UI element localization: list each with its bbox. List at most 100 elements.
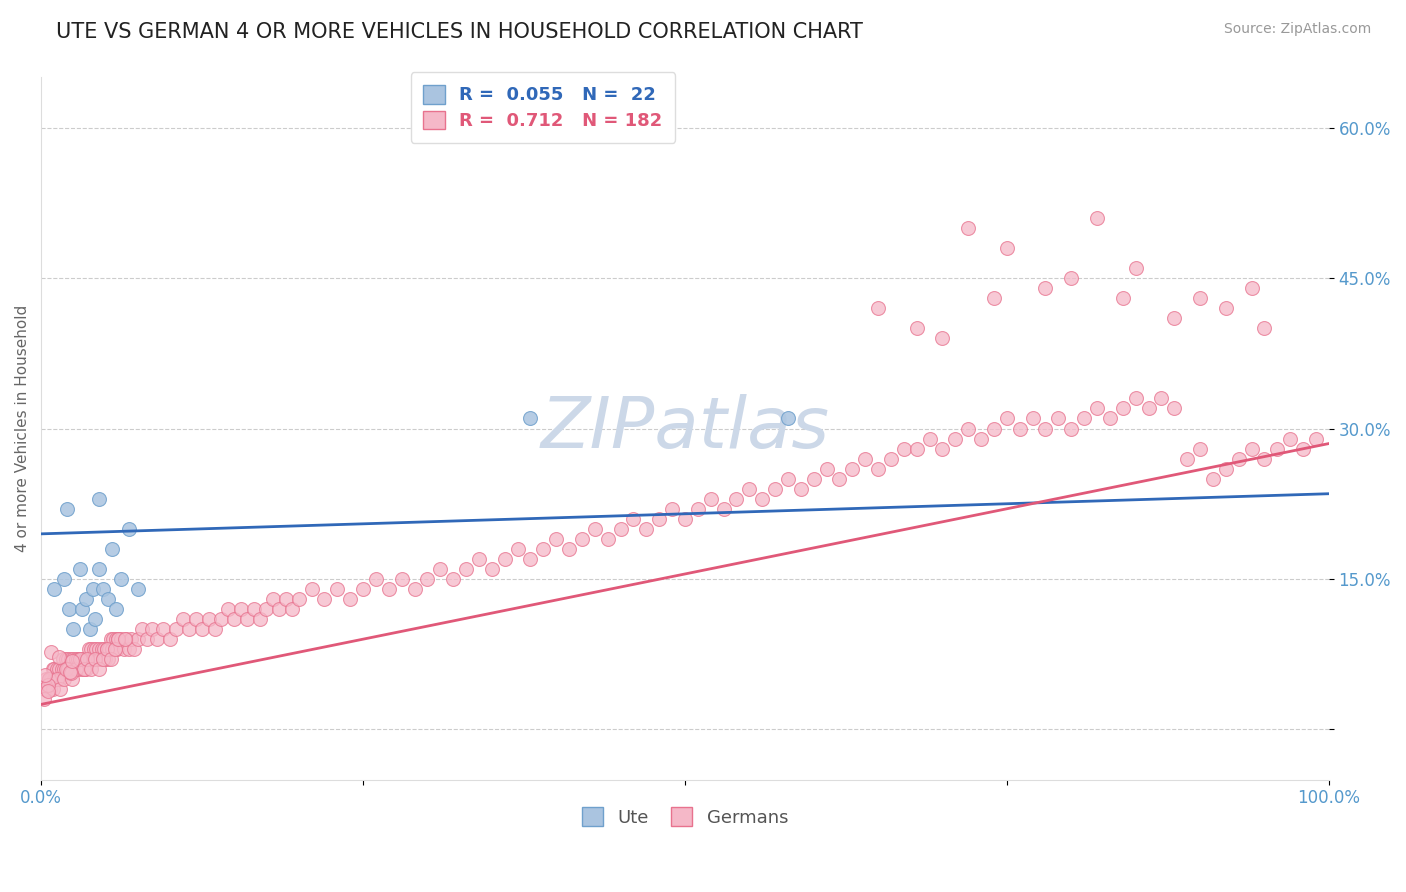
Point [87, 562, 110, 576]
Point [713, 501, 735, 516]
Point [75, 662, 97, 676]
Point [72, 652, 94, 666]
Point [1215, 461, 1237, 475]
Point [1137, 401, 1160, 416]
Point [67, 652, 90, 666]
Point [905, 442, 928, 456]
Point [75, 592, 97, 607]
Point [983, 291, 1005, 305]
Point [103, 642, 125, 657]
Point [82, 582, 104, 596]
Point [1202, 472, 1225, 486]
Point [256, 602, 278, 616]
Point [87, 662, 110, 676]
Point [165, 622, 187, 636]
Point [56, 501, 79, 516]
Point [404, 582, 426, 596]
Point [38, 673, 60, 687]
Point [89, 652, 111, 666]
Point [97, 652, 120, 666]
Point [1008, 421, 1031, 435]
Point [1035, 281, 1057, 295]
Point [90, 642, 112, 657]
Point [101, 541, 124, 556]
Point [1240, 281, 1263, 295]
Point [96, 642, 118, 657]
Point [70, 662, 93, 676]
Point [1215, 301, 1237, 315]
Point [66, 662, 89, 676]
Point [63, 662, 86, 676]
Point [84, 612, 107, 626]
Point [416, 572, 439, 586]
Point [931, 442, 953, 456]
Point [94, 652, 117, 666]
Point [69, 562, 91, 576]
Point [1292, 442, 1315, 456]
Point [983, 421, 1005, 435]
Point [236, 612, 259, 626]
Point [776, 411, 799, 425]
Point [115, 632, 138, 647]
Point [738, 482, 761, 496]
Point [38, 673, 60, 687]
Point [1125, 392, 1147, 406]
Point [101, 642, 124, 657]
Point [114, 632, 136, 647]
Point [636, 522, 658, 536]
Point [91, 652, 114, 666]
Point [1060, 421, 1083, 435]
Point [546, 532, 568, 546]
Point [48, 662, 70, 676]
Point [1150, 392, 1173, 406]
Point [828, 472, 851, 486]
Point [49, 673, 72, 687]
Point [37, 678, 59, 692]
Point [1085, 401, 1108, 416]
Point [45, 673, 67, 687]
Point [481, 562, 503, 576]
Point [59, 666, 82, 681]
Point [571, 532, 593, 546]
Point [87, 652, 110, 666]
Point [42, 582, 65, 596]
Point [59, 652, 82, 666]
Point [1305, 432, 1327, 446]
Point [880, 451, 903, 466]
Point [41, 662, 63, 676]
Point [56, 662, 79, 676]
Point [118, 522, 141, 536]
Point [1163, 401, 1185, 416]
Point [76, 652, 98, 666]
Point [378, 582, 401, 596]
Point [943, 432, 966, 446]
Point [41, 645, 63, 659]
Point [364, 572, 387, 586]
Point [96, 642, 118, 657]
Point [37, 682, 59, 697]
Point [127, 632, 149, 647]
Point [58, 662, 80, 676]
Point [69, 652, 91, 666]
Point [72, 662, 94, 676]
Point [609, 522, 631, 536]
Point [60, 673, 83, 687]
Point [853, 451, 876, 466]
Point [65, 662, 87, 676]
Point [48, 649, 70, 664]
Point [815, 461, 838, 475]
Point [84, 652, 107, 666]
Point [53, 572, 76, 586]
Point [558, 541, 581, 556]
Point [172, 612, 194, 626]
Point [197, 612, 219, 626]
Point [673, 512, 696, 526]
Point [34, 682, 56, 697]
Point [957, 421, 980, 435]
Point [62, 652, 84, 666]
Point [110, 572, 132, 586]
Point [1163, 311, 1185, 326]
Point [1098, 411, 1121, 425]
Point [918, 432, 941, 446]
Point [34, 682, 56, 697]
